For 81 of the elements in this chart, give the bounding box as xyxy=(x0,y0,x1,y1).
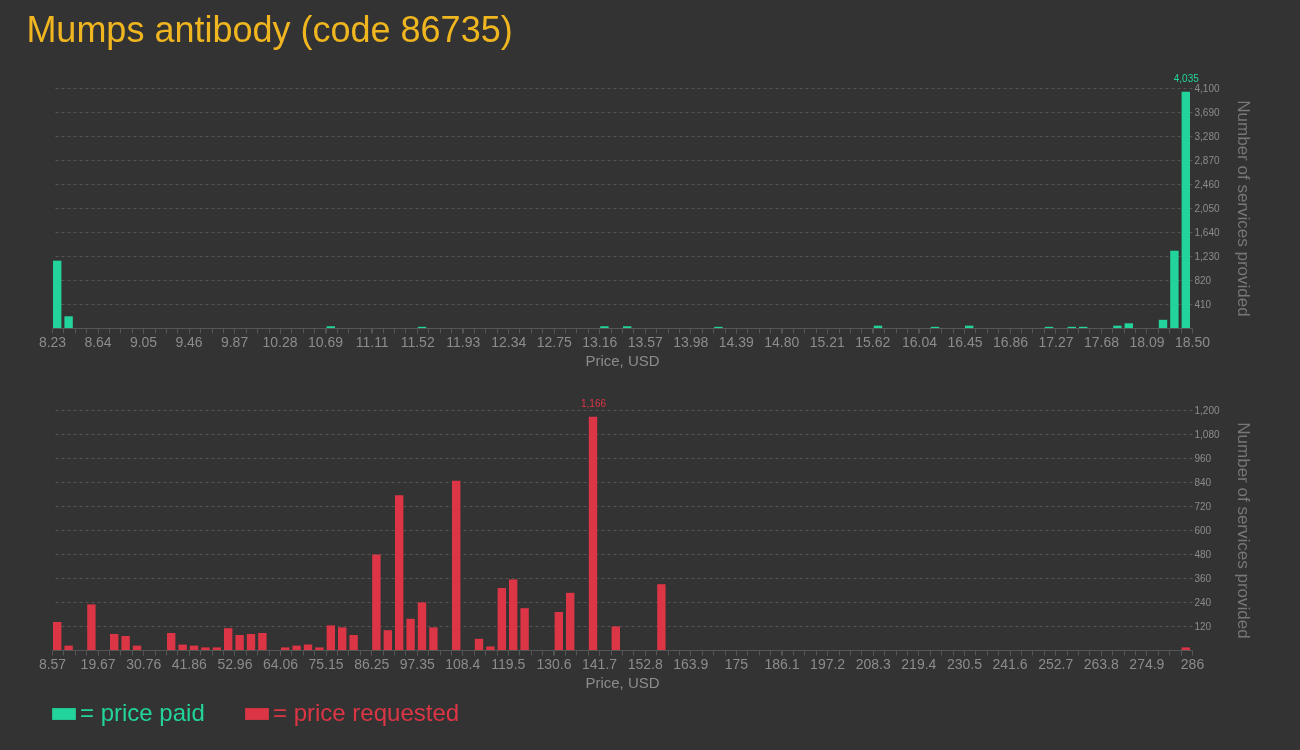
x-tick-label: 16.45 xyxy=(947,333,983,350)
x-tick-label: 263.8 xyxy=(1083,655,1119,672)
x-tick-label: 15.62 xyxy=(855,333,891,350)
x-tick-label: 15.21 xyxy=(809,333,846,350)
x-tick-label: 197.2 xyxy=(810,655,846,672)
x-tick-label: 208.3 xyxy=(855,655,891,672)
x-tick-label: 41.86 xyxy=(171,655,208,672)
x-tick-label: 10.28 xyxy=(262,333,298,350)
y-tick-label: 1,230 xyxy=(1194,250,1220,262)
y-tick-label: 1,640 xyxy=(1194,226,1220,238)
x-tick-label: 17.27 xyxy=(1038,333,1074,350)
y-axis-title: Number of services provided xyxy=(1233,422,1253,639)
x-tick-label: 8.57 xyxy=(38,655,67,672)
x-axis-title: Price, USD xyxy=(585,673,660,691)
y-tick-label: 960 xyxy=(1194,452,1212,464)
legend-label: = price requested xyxy=(273,699,460,726)
x-tick-label: 16.04 xyxy=(901,333,938,350)
x-tick-label: 64.06 xyxy=(262,655,299,672)
y-tick-label: 820 xyxy=(1194,274,1212,286)
legend-label: = price paid xyxy=(80,699,205,726)
y-tick-label: 2,870 xyxy=(1194,154,1220,166)
y-tick-label: 360 xyxy=(1194,572,1212,584)
x-tick-label: 75.15 xyxy=(308,655,344,672)
x-tick-label: 130.6 xyxy=(536,655,572,672)
x-tick-label: 13.98 xyxy=(673,333,709,350)
x-tick-label: 241.6 xyxy=(992,655,1028,672)
x-tick-label: 252.7 xyxy=(1038,655,1074,672)
x-tick-label: 11.93 xyxy=(446,333,481,350)
x-tick-label: 274.9 xyxy=(1129,655,1165,672)
x-tick-label: 175 xyxy=(724,655,749,672)
x-tick-label: 18.50 xyxy=(1174,333,1211,350)
x-tick-label: 86.25 xyxy=(354,655,390,672)
x-tick-label: 11.52 xyxy=(400,333,435,350)
x-tick-label: 230.5 xyxy=(946,655,983,672)
x-tick-label: 52.96 xyxy=(217,655,253,672)
x-tick-label: 97.35 xyxy=(399,655,436,672)
x-tick-label: 11.11 xyxy=(355,333,389,350)
x-axis-title: Price, USD xyxy=(585,351,660,369)
x-tick-label: 8.23 xyxy=(38,333,67,350)
y-tick-label: 480 xyxy=(1194,548,1212,560)
y-axis-title: Number of services provided xyxy=(1233,100,1253,317)
y-tick-label: 2,050 xyxy=(1194,202,1220,214)
y-tick-label: 1,200 xyxy=(1194,404,1220,416)
x-tick-label: 152.8 xyxy=(627,655,663,672)
y-tick-label: 840 xyxy=(1194,476,1212,488)
y-tick-label: 600 xyxy=(1194,524,1212,536)
x-tick-label: 18.09 xyxy=(1129,333,1165,350)
x-tick-label: 10.69 xyxy=(308,333,344,350)
y-tick-label: 720 xyxy=(1194,500,1212,512)
data-label: 4,035 xyxy=(1173,72,1200,84)
y-tick-label: 1,080 xyxy=(1194,428,1220,440)
x-tick-label: 286 xyxy=(1180,655,1205,672)
x-tick-label: 108.4 xyxy=(445,655,481,672)
x-tick-label: 14.80 xyxy=(764,333,800,350)
y-tick-label: 2,460 xyxy=(1194,178,1220,190)
y-tick-label: 3,280 xyxy=(1194,130,1220,142)
x-tick-label: 219.4 xyxy=(901,655,937,672)
x-tick-label: 12.75 xyxy=(536,333,572,350)
x-tick-label: 141.7 xyxy=(582,655,618,672)
data-label: 1,166 xyxy=(580,397,607,409)
x-tick-label: 30.76 xyxy=(126,655,162,672)
x-tick-label: 119.5 xyxy=(491,655,526,672)
x-tick-label: 12.34 xyxy=(491,333,527,350)
x-tick-label: 9.46 xyxy=(175,333,203,350)
x-tick-label: 17.68 xyxy=(1083,333,1120,350)
y-tick-label: 120 xyxy=(1194,620,1212,632)
y-tick-label: 240 xyxy=(1194,596,1212,608)
x-tick-label: 163.9 xyxy=(673,655,709,672)
chart-title: Mumps antibody (code 86735) xyxy=(26,8,513,50)
x-tick-label: 14.39 xyxy=(718,333,754,350)
x-tick-label: 13.57 xyxy=(627,333,663,350)
x-tick-label: 16.86 xyxy=(992,333,1029,350)
y-tick-label: 4,100 xyxy=(1194,82,1220,94)
y-tick-label: 410 xyxy=(1194,298,1212,310)
x-tick-label: 186.1 xyxy=(764,655,800,672)
x-tick-label: 8.64 xyxy=(84,333,112,350)
x-tick-label: 9.87 xyxy=(220,333,249,350)
x-tick-label: 9.05 xyxy=(129,333,158,350)
x-tick-label: 19.67 xyxy=(80,655,116,672)
x-tick-label: 13.16 xyxy=(582,333,618,350)
y-tick-label: 3,690 xyxy=(1194,106,1220,118)
